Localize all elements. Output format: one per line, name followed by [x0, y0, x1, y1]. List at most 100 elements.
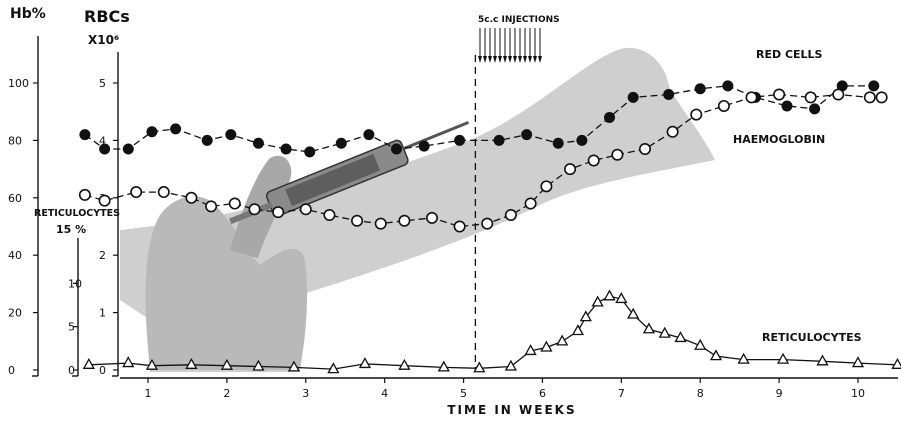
haemoglobin-point	[323, 209, 336, 222]
reticulocyte-point	[658, 326, 671, 338]
reticulocyte-point	[776, 352, 790, 364]
red-cells-point	[604, 111, 615, 123]
x-tick-label: 7	[618, 387, 625, 400]
hb-tick-label: 80	[8, 134, 22, 147]
haemoglobin-point	[773, 88, 786, 101]
red-cells-point	[418, 140, 430, 152]
reticulocyte-point	[185, 357, 198, 369]
rbc-tick-label: 2	[99, 249, 106, 262]
haemoglobin-point	[425, 211, 438, 224]
rbc-tick-label: 5	[99, 77, 106, 90]
haemoglobin-point	[228, 197, 241, 210]
hb-tick-label: 40	[8, 249, 22, 262]
hb-tick-label: 100	[8, 77, 29, 90]
haemoglobin-point	[374, 217, 387, 230]
reticulocyte-point	[642, 322, 656, 334]
reticulocyte-point	[473, 361, 486, 373]
red-cells-point	[694, 83, 706, 95]
reticulocyte-point	[398, 358, 411, 370]
retic-tick-label: 0	[68, 364, 75, 377]
haemoglobin-point	[130, 186, 143, 199]
x-tick-label: 5	[460, 387, 467, 400]
hb-axis-title: Hb%	[10, 6, 46, 22]
retic-axis-unit: 15 %	[56, 223, 86, 236]
reticulocyte-point	[591, 295, 604, 307]
red-cells-point	[552, 137, 564, 149]
reticulocyte-point	[82, 357, 95, 369]
haemoglobin-point	[351, 214, 364, 227]
x-tick-label: 3	[302, 387, 309, 400]
rbc-axis-title: RBCs	[84, 7, 130, 26]
injection-arrowhead	[478, 56, 482, 63]
red-cells-point	[252, 137, 264, 149]
reticulocyte-point	[540, 340, 553, 352]
hb-tick-label: 0	[8, 364, 15, 377]
red-cells-point	[781, 100, 793, 112]
injection-arrowhead	[513, 56, 517, 63]
reticulocyte-point	[556, 334, 569, 346]
haemoglobin-point	[804, 91, 817, 104]
rbc-tick-label: 4	[99, 134, 106, 147]
haemoglobin-point	[875, 91, 888, 104]
red-cells-point	[79, 129, 91, 141]
reticulocyte-point	[437, 360, 450, 372]
reticulocyte-point	[851, 356, 865, 368]
red-cells-point	[391, 143, 402, 155]
haemoglobin-point	[481, 217, 494, 230]
reticulocyte-point	[287, 360, 301, 372]
injection-arrowhead	[503, 56, 507, 63]
syringe-icon	[229, 121, 470, 225]
reticulocyte-point	[524, 344, 537, 356]
rbc-tick-label: 1	[99, 307, 106, 320]
red-cells-point	[363, 129, 375, 141]
reticulocyte-point	[627, 307, 640, 319]
red-cells-point	[225, 129, 237, 141]
hb-tick-label: 60	[8, 192, 22, 205]
red-cells-point	[722, 80, 734, 92]
reticulocyte-point	[891, 357, 901, 369]
haemoglobin-point	[272, 206, 285, 219]
retic-axis-title: RETICULOCYTES	[34, 208, 120, 219]
series-layer	[78, 80, 901, 374]
haemoglobin-point	[398, 214, 411, 227]
reticulocyte-point	[504, 359, 517, 371]
haemoglobin-point	[185, 191, 198, 204]
injection-arrowhead	[493, 56, 497, 63]
legend-reticulocytes: RETICULOCYTES	[762, 331, 862, 344]
reticulocyte-point	[145, 358, 159, 370]
red-cells-point	[809, 103, 821, 115]
x-tick-label: 2	[223, 387, 230, 400]
red-cells-point	[335, 137, 347, 149]
injection-arrowhead	[523, 56, 527, 63]
reticulocyte-point	[579, 310, 592, 322]
red-cells-point	[454, 134, 466, 146]
reticulocyte-point	[816, 354, 829, 366]
injection-arrowhead	[488, 56, 492, 63]
haemoglobin-point	[666, 125, 679, 138]
arm-syringe-photo	[120, 47, 715, 372]
haemoglobin-point	[98, 194, 111, 207]
haemoglobin-point	[504, 209, 517, 222]
haemoglobin-point	[299, 203, 312, 216]
x-tick-label: 8	[697, 387, 704, 400]
reticulocyte-point	[327, 362, 340, 374]
reticulocyte-point	[358, 357, 372, 369]
haemoglobin-point	[248, 203, 261, 216]
haemoglobin-point	[638, 143, 651, 156]
red-cells-point	[122, 143, 134, 155]
legend-haemoglobin: HAEMOGLOBIN	[733, 133, 825, 146]
x-tick-label: 9	[776, 387, 783, 400]
reticulocyte-point	[571, 324, 585, 336]
injection-arrowhead	[508, 56, 512, 63]
reticulocyte-point	[252, 359, 265, 371]
reticulocyte-point	[737, 352, 750, 364]
x-tick-label: 4	[381, 387, 388, 400]
red-cells-point	[576, 134, 588, 146]
red-cells-point	[493, 134, 505, 146]
red-cells-point	[663, 88, 675, 100]
x-tick-label: 10	[851, 387, 865, 400]
x-tick-label: 1	[145, 387, 152, 400]
red-cells-point	[304, 146, 316, 158]
haemoglobin-point	[690, 108, 703, 121]
